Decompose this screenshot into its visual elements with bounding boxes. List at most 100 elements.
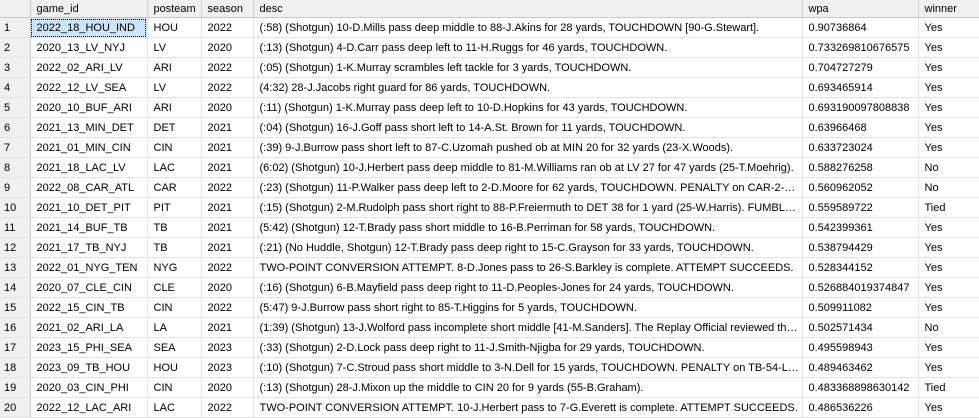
cell-season[interactable]: 2021 [201,317,254,338]
cell-season[interactable]: 2023 [201,357,254,378]
cell-desc[interactable]: (4:32) 28-J.Jacobs right guard for 86 ya… [253,77,803,98]
cell-season[interactable]: 2020 [201,97,254,118]
cell-winner[interactable]: Yes [918,297,979,318]
cell-season[interactable]: 2022 [201,77,254,98]
cell-posteam[interactable]: CIN [147,137,202,158]
cell-game-id[interactable]: 2022_02_ARI_LV [30,57,148,78]
cell-desc[interactable]: (:04) (Shotgun) 16-J.Goff pass short lef… [253,117,803,138]
column-header-season[interactable]: season [201,0,254,18]
cell-game-id[interactable]: 2021_02_ARI_LA [30,317,148,338]
cell-posteam[interactable]: TB [147,217,202,238]
row-number[interactable]: 6 [0,117,31,138]
cell-game-id[interactable]: 2021_17_TB_NYJ [30,237,148,258]
table-row[interactable]: 14 2020_07_CLE_CIN CLE 2020 (:16) (Shotgun) … [0,277,979,298]
cell-season[interactable]: 2022 [201,17,254,38]
cell-game-id[interactable]: 2023_09_TB_HOU [30,357,148,378]
cell-wpa[interactable]: 0.560962052 [802,177,919,198]
cell-season[interactable]: 2020 [201,377,254,398]
cell-posteam[interactable]: LV [147,37,202,58]
table-row[interactable]: 7 2021_01_MIN_CIN CIN 2021 (:39) 9-J.Burrow … [0,137,979,158]
cell-winner[interactable]: Yes [918,237,979,258]
cell-desc[interactable]: (:13) (Shotgun) 4-D.Carr pass deep left … [253,37,803,58]
cell-wpa[interactable]: 0.588276258 [802,157,919,178]
row-number[interactable]: 2 [0,37,31,58]
cell-wpa[interactable]: 0.495598943 [802,337,919,358]
cell-winner[interactable]: Yes [918,217,979,238]
cell-season[interactable]: 2022 [201,297,254,318]
row-number[interactable]: 11 [0,217,31,238]
cell-game-id[interactable]: 2020_03_CIN_PHI [30,377,148,398]
cell-wpa[interactable]: 0.483368898630142 [802,377,919,398]
cell-wpa[interactable]: 0.526884019374847 [802,277,919,298]
cell-wpa[interactable]: 0.704727279 [802,57,919,78]
cell-game-id[interactable]: 2021_18_LAC_LV [30,157,148,178]
column-header-game-id[interactable]: game_id [30,0,148,18]
cell-desc[interactable]: (:33) (Shotgun) 2-D.Lock pass deep right… [253,337,803,358]
cell-wpa[interactable]: 0.489463462 [802,357,919,378]
row-number[interactable]: 7 [0,137,31,158]
cell-game-id[interactable]: 2021_14_BUF_TB [30,217,148,238]
cell-game-id[interactable]: 2022_12_LAC_ARI [30,397,148,418]
cell-desc[interactable]: (:21) (No Huddle, Shotgun) 12-T.Brady pa… [253,237,803,258]
cell-desc[interactable]: (6:02) (Shotgun) 10-J.Herbert pass deep … [253,157,803,178]
row-number[interactable]: 12 [0,237,31,258]
cell-desc[interactable]: (:05) (Shotgun) 1-K.Murray scrambles lef… [253,57,803,78]
cell-season[interactable]: 2021 [201,217,254,238]
cell-game-id[interactable]: 2021_13_MIN_DET [30,117,148,138]
cell-desc[interactable]: (:58) (Shotgun) 10-D.Mills pass deep mid… [253,17,803,38]
cell-posteam[interactable]: CAR [147,177,202,198]
row-number[interactable]: 17 [0,337,31,358]
column-header-wpa[interactable]: wpa [802,0,919,18]
cell-desc[interactable]: (:23) (Shotgun) 11-P.Walker pass deep le… [253,177,803,198]
cell-posteam[interactable]: CIN [147,377,202,398]
cell-season[interactable]: 2022 [201,177,254,198]
cell-game-id[interactable]: 2020_10_BUF_ARI [30,97,148,118]
cell-game-id[interactable]: 2021_01_MIN_CIN [30,137,148,158]
cell-season[interactable]: 2021 [201,157,254,178]
cell-game-id[interactable]: 2022_12_LV_SEA [30,77,148,98]
table-row[interactable]: 9 2022_08_CAR_ATL CAR 2022 (:23) (Shotgun) 1… [0,177,979,198]
cell-posteam[interactable]: DET [147,117,202,138]
row-number[interactable]: 8 [0,157,31,178]
cell-wpa[interactable]: 0.502571434 [802,317,919,338]
cell-desc[interactable]: (:10) (Shotgun) 7-C.Stroud pass short mi… [253,357,803,378]
table-row[interactable]: 11 2021_14_BUF_TB TB 2021 (5:42) (Shotgun) 1… [0,217,979,238]
cell-wpa[interactable]: 0.633723024 [802,137,919,158]
cell-season[interactable]: 2023 [201,337,254,358]
cell-winner[interactable]: Yes [918,77,979,98]
table-row[interactable]: 6 2021_13_MIN_DET DET 2021 (:04) (Shotgun) 1… [0,117,979,138]
table-row[interactable]: 2 2020_13_LV_NYJ LV 2020 (:13) (Shotgun) 4-D… [0,37,979,58]
cell-game-id[interactable]: 2022_18_HOU_IND [30,17,148,38]
cell-season[interactable]: 2022 [201,57,254,78]
cell-wpa[interactable]: 0.538794429 [802,237,919,258]
table-row[interactable]: 16 2021_02_ARI_LA LA 2021 (1:39) (Shotgun) 1… [0,317,979,338]
cell-winner[interactable]: Yes [918,397,979,418]
row-number[interactable]: 9 [0,177,31,198]
row-number[interactable]: 4 [0,77,31,98]
row-number[interactable]: 13 [0,257,31,278]
cell-winner[interactable]: No [918,317,979,338]
column-header-desc[interactable]: desc [253,0,803,18]
cell-season[interactable]: 2021 [201,117,254,138]
cell-wpa[interactable]: 0.693190097808838 [802,97,919,118]
cell-winner[interactable]: No [918,157,979,178]
cell-season[interactable]: 2021 [201,137,254,158]
table-row[interactable]: 13 2022_01_NYG_TEN NYG 2022 TWO-POINT CONVER… [0,257,979,278]
cell-winner[interactable]: Tied [918,197,979,218]
cell-posteam[interactable]: LAC [147,157,202,178]
cell-winner[interactable]: Yes [918,137,979,158]
cell-winner[interactable]: Yes [918,17,979,38]
cell-posteam[interactable]: ARI [147,97,202,118]
cell-posteam[interactable]: LV [147,77,202,98]
cell-winner[interactable]: Yes [918,257,979,278]
cell-posteam[interactable]: LA [147,317,202,338]
cell-desc[interactable]: TWO-POINT CONVERSION ATTEMPT. 10-J.Herbe… [253,397,803,418]
row-number[interactable]: 15 [0,297,31,318]
cell-winner[interactable]: Yes [918,57,979,78]
cell-season[interactable]: 2021 [201,197,254,218]
cell-game-id[interactable]: 2022_15_CIN_TB [30,297,148,318]
cell-posteam[interactable]: SEA [147,337,202,358]
cell-desc[interactable]: (:39) 9-J.Burrow pass short left to 87-C… [253,137,803,158]
cell-wpa[interactable]: 0.542399361 [802,217,919,238]
